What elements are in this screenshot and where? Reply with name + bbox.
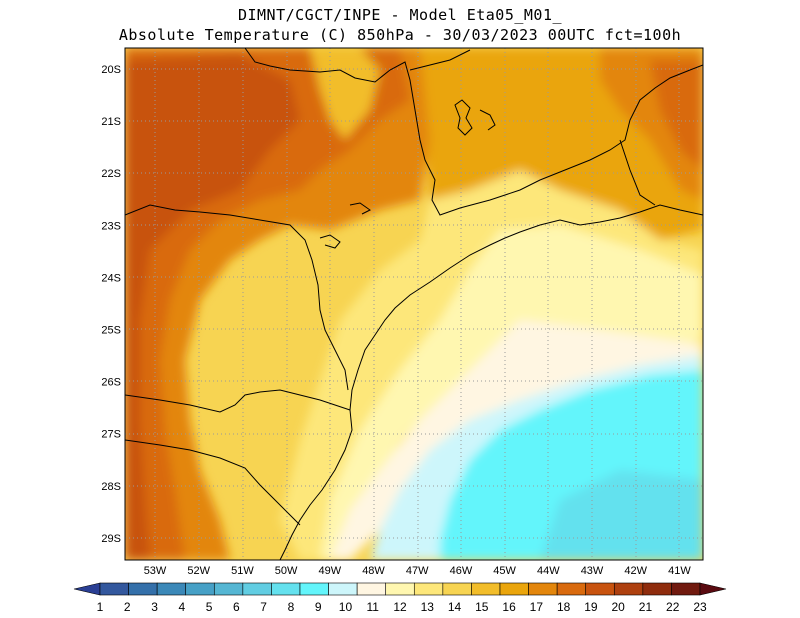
latitude-labels: 20S 21S 22S 23S 24S 25S 26S 27S 28S 29S xyxy=(101,64,121,545)
colorbar-label: 14 xyxy=(448,600,462,614)
colorbar-left-arrow xyxy=(73,582,101,596)
colorbar-label: 19 xyxy=(584,600,598,614)
colorbar-label: 7 xyxy=(260,600,267,614)
colorbar-label: 5 xyxy=(206,600,213,614)
colorbar-label: 18 xyxy=(557,600,571,614)
colorbar-swatch xyxy=(299,582,329,596)
colorbar-swatch xyxy=(128,582,158,596)
latitude-label: 29S xyxy=(101,533,121,545)
colorbar-swatch xyxy=(213,582,244,596)
colorbar-label: 6 xyxy=(233,600,240,614)
colorbar-label: 15 xyxy=(475,600,489,614)
coastline-borders xyxy=(125,48,703,560)
colorbar-swatch xyxy=(413,582,444,596)
colorbar-label: 21 xyxy=(639,600,653,614)
colorbar-label: 2 xyxy=(124,600,131,614)
colorbar: 1 2 3 4 5 6 7 8 9 10 11 12 13 14 15 16 17 18 19 20 21 22 23 xyxy=(73,582,727,614)
colorbar-swatch xyxy=(642,582,672,596)
latitude-label: 28S xyxy=(101,481,121,493)
longitude-label: 52W xyxy=(187,565,210,577)
colorbar-label: 20 xyxy=(612,600,626,614)
map-title: DIMNT/CGCT/INPE - Model Eta05_M01_ xyxy=(237,6,563,24)
colorbar-swatch xyxy=(528,582,558,596)
colorbar-swatch xyxy=(242,582,272,596)
colorbar-label: 3 xyxy=(151,600,158,614)
longitude-label: 42W xyxy=(624,565,647,577)
longitude-label: 45W xyxy=(493,565,516,577)
colorbar-swatch xyxy=(471,582,501,596)
longitude-label: 41W xyxy=(668,565,691,577)
colorbar-swatch xyxy=(99,582,129,596)
colorbar-swatch xyxy=(613,582,644,596)
colorbar-label: 12 xyxy=(393,600,407,614)
colorbar-label: 16 xyxy=(502,600,516,614)
map-grid xyxy=(125,48,703,560)
colorbar-label: 9 xyxy=(315,600,322,614)
longitude-label: 47W xyxy=(406,565,429,577)
colorbar-label: 8 xyxy=(288,600,295,614)
colorbar-swatch xyxy=(385,582,415,596)
latitude-label: 24S xyxy=(101,272,121,284)
longitude-label: 44W xyxy=(537,565,560,577)
colorbar-label: 1 xyxy=(97,600,104,614)
longitude-labels: 53W 52W 51W 50W 49W 48W 47W 46W 45W 44W 43W 42W 41W xyxy=(144,565,692,577)
colorbar-swatch xyxy=(185,582,215,596)
longitude-label: 53W xyxy=(144,565,167,577)
colorbar-swatch xyxy=(356,582,387,596)
latitude-label: 20S xyxy=(101,64,121,76)
latitude-label: 27S xyxy=(101,429,121,441)
latitude-label: 21S xyxy=(101,116,121,128)
colorbar-right-arrow xyxy=(699,582,727,596)
colorbar-swatch xyxy=(585,582,615,596)
map-frame xyxy=(124,47,704,561)
colorbar-swatch xyxy=(499,582,529,596)
colorbar-label: 22 xyxy=(666,600,680,614)
colorbar-label: 11 xyxy=(366,600,379,614)
temperature-field xyxy=(125,48,703,560)
colorbar-label: 4 xyxy=(178,600,185,614)
colorbar-label: 13 xyxy=(421,600,435,614)
longitude-label: 48W xyxy=(362,565,385,577)
longitude-label: 50W xyxy=(275,565,298,577)
latitude-label: 22S xyxy=(101,168,121,180)
colorbar-swatch xyxy=(328,582,358,596)
colorbar-swatch xyxy=(442,582,472,596)
colorbar-label: 10 xyxy=(339,600,353,614)
colorbar-swatch xyxy=(671,582,701,596)
longitude-label: 49W xyxy=(318,565,341,577)
map-subtitle: Absolute Temperature (C) 850hPa - 30/03/… xyxy=(118,26,682,44)
longitude-label: 46W xyxy=(450,565,473,577)
colorbar-label: 17 xyxy=(530,600,544,614)
latitude-label: 23S xyxy=(101,220,121,232)
colorbar-swatch xyxy=(156,582,187,596)
colorbar-swatch xyxy=(271,582,301,596)
colorbar-swatch xyxy=(556,582,587,596)
latitude-label: 26S xyxy=(101,377,121,389)
longitude-label: 43W xyxy=(581,565,604,577)
colorbar-label: 23 xyxy=(693,600,707,614)
longitude-label: 51W xyxy=(231,565,254,577)
latitude-label: 25S xyxy=(101,325,121,337)
